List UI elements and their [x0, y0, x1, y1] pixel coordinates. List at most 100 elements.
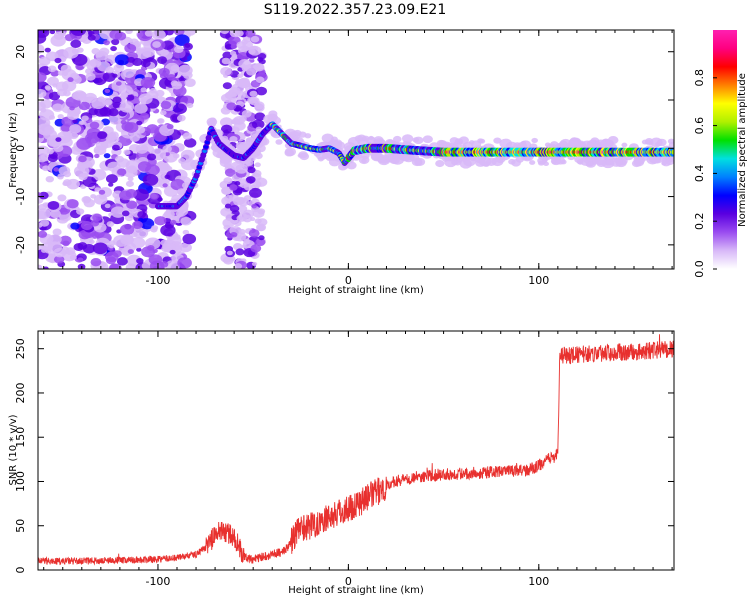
spectrogram-ridge-cell	[204, 140, 210, 145]
spectrogram-cell	[58, 30, 66, 37]
spectrogram-cell	[234, 181, 241, 186]
spectrogram-cell	[57, 194, 67, 202]
spectrogram-cell	[109, 30, 123, 40]
spectrogram-cell	[38, 203, 47, 211]
spectrogram-cell	[541, 158, 548, 164]
spectrogram-cell	[102, 97, 112, 106]
spectrogram-cell	[99, 30, 114, 40]
spectrogram-cell	[47, 200, 60, 210]
spectrogram-cell	[47, 65, 57, 73]
spectrogram-cell	[230, 161, 243, 171]
spectrogram-cell	[520, 140, 532, 149]
spectrogram-cell	[49, 30, 56, 35]
spectrogram-cell	[574, 156, 584, 164]
spectrogram-cell	[493, 137, 502, 144]
spectrogram-cell	[146, 244, 155, 251]
spectrogram-cell	[38, 155, 47, 163]
spectrogram-cell	[255, 238, 266, 247]
spectrogram-cell	[136, 258, 144, 264]
spectrogram-cell	[44, 47, 51, 53]
spectrogram-cell	[98, 189, 106, 195]
spectrogram-cell	[39, 109, 55, 121]
spectrogram-cell	[106, 221, 115, 227]
figure-title: S119.2022.357.23.09.E21	[264, 2, 447, 18]
spectrogram-cell	[224, 168, 236, 177]
spectrogram-cell	[171, 81, 183, 90]
spectrogram-cell	[126, 165, 138, 174]
spectrogram-cell	[105, 251, 119, 263]
spectrogram-cell	[595, 139, 607, 148]
spectrogram-cell	[222, 256, 234, 265]
spectrogram-cell	[85, 72, 96, 81]
spectrogram-cell	[110, 206, 126, 218]
spectrogram-ytick-label: 20	[14, 45, 27, 59]
snr-ytick-label: 150	[14, 427, 27, 448]
spectrogram-cell	[125, 30, 133, 35]
spectrogram-cell	[255, 86, 267, 96]
spectrogram-cell	[52, 83, 58, 88]
spectrogram-cell	[219, 156, 230, 164]
spectrogram-cell	[242, 209, 255, 219]
spectrogram-cell	[104, 88, 111, 94]
spectrogram-cell	[76, 208, 85, 215]
spectrogram-cell	[120, 119, 127, 125]
spectrogram-cell	[70, 222, 80, 230]
spectrogram-cell	[402, 134, 414, 143]
spectrogram-cell	[317, 156, 325, 162]
spectrogram-cell	[38, 56, 51, 66]
spectrogram-cell	[650, 137, 663, 148]
spectrogram-cell	[38, 191, 49, 200]
spectrogram-cell	[77, 242, 88, 250]
spectrogram-cell	[235, 234, 242, 240]
spectrogram-cell	[158, 118, 164, 123]
spectrogram-cell	[224, 43, 233, 50]
spectrogram-cell	[239, 77, 250, 86]
spectrogram-cell	[235, 141, 247, 150]
spectrogram-cell	[72, 119, 78, 124]
spectrogram-ytick-label: -20	[14, 236, 27, 254]
spectrogram-cell	[38, 264, 43, 269]
spectrogram-cell	[250, 130, 260, 138]
spectrogram-cell	[231, 55, 238, 61]
spectrogram-cell	[361, 158, 367, 164]
spectrogram-cell	[79, 120, 85, 126]
spectrogram-cell	[83, 198, 95, 208]
spectrogram-cell	[136, 120, 143, 126]
spectrogram-cell	[116, 257, 128, 266]
spectrogram-cell	[123, 68, 135, 78]
spectrogram-cell	[169, 249, 176, 255]
spectrogram-cell	[458, 136, 469, 145]
spectrogram-cell	[235, 248, 245, 256]
spectrogram-cell	[57, 173, 64, 179]
spectrogram-cell	[90, 219, 100, 227]
spectrogram-cell	[39, 219, 50, 227]
spectrogram-cell	[378, 154, 390, 164]
spectrogram-cell	[142, 47, 155, 58]
spectrogram-ridge-cell	[671, 149, 674, 155]
spectrogram-ylabel: Frequency (Hz)	[8, 112, 19, 188]
spectrogram-cell	[219, 117, 233, 128]
spectrogram-cell	[117, 168, 127, 176]
spectrogram-cell	[125, 180, 134, 187]
spectrogram-cell	[221, 124, 233, 134]
spectrogram-cell	[248, 187, 262, 198]
spectrogram-cell	[126, 94, 135, 101]
spectrogram-cell	[422, 135, 433, 144]
spectrogram-cell	[113, 63, 125, 73]
spectrogram-cell	[237, 73, 244, 78]
spectrogram-cell	[76, 64, 84, 70]
spectrogram-cell	[138, 93, 153, 105]
spectrogram-cell	[321, 153, 329, 159]
spectrogram-cell	[163, 209, 175, 219]
spectrogram-cell	[160, 110, 167, 116]
spectrogram-cell	[229, 184, 238, 191]
spectrogram-cell	[247, 96, 257, 104]
spectrogram-cell	[69, 132, 79, 140]
spectrogram-cell	[70, 30, 87, 37]
spectrogram-ytick-label: 10	[14, 93, 27, 107]
snr-ytick-label: 250	[14, 338, 27, 359]
spectrogram-cell	[55, 137, 62, 142]
spectrogram-cell	[140, 87, 147, 93]
spectrogram-cell	[165, 166, 173, 172]
spectrogram-cell	[78, 101, 91, 111]
